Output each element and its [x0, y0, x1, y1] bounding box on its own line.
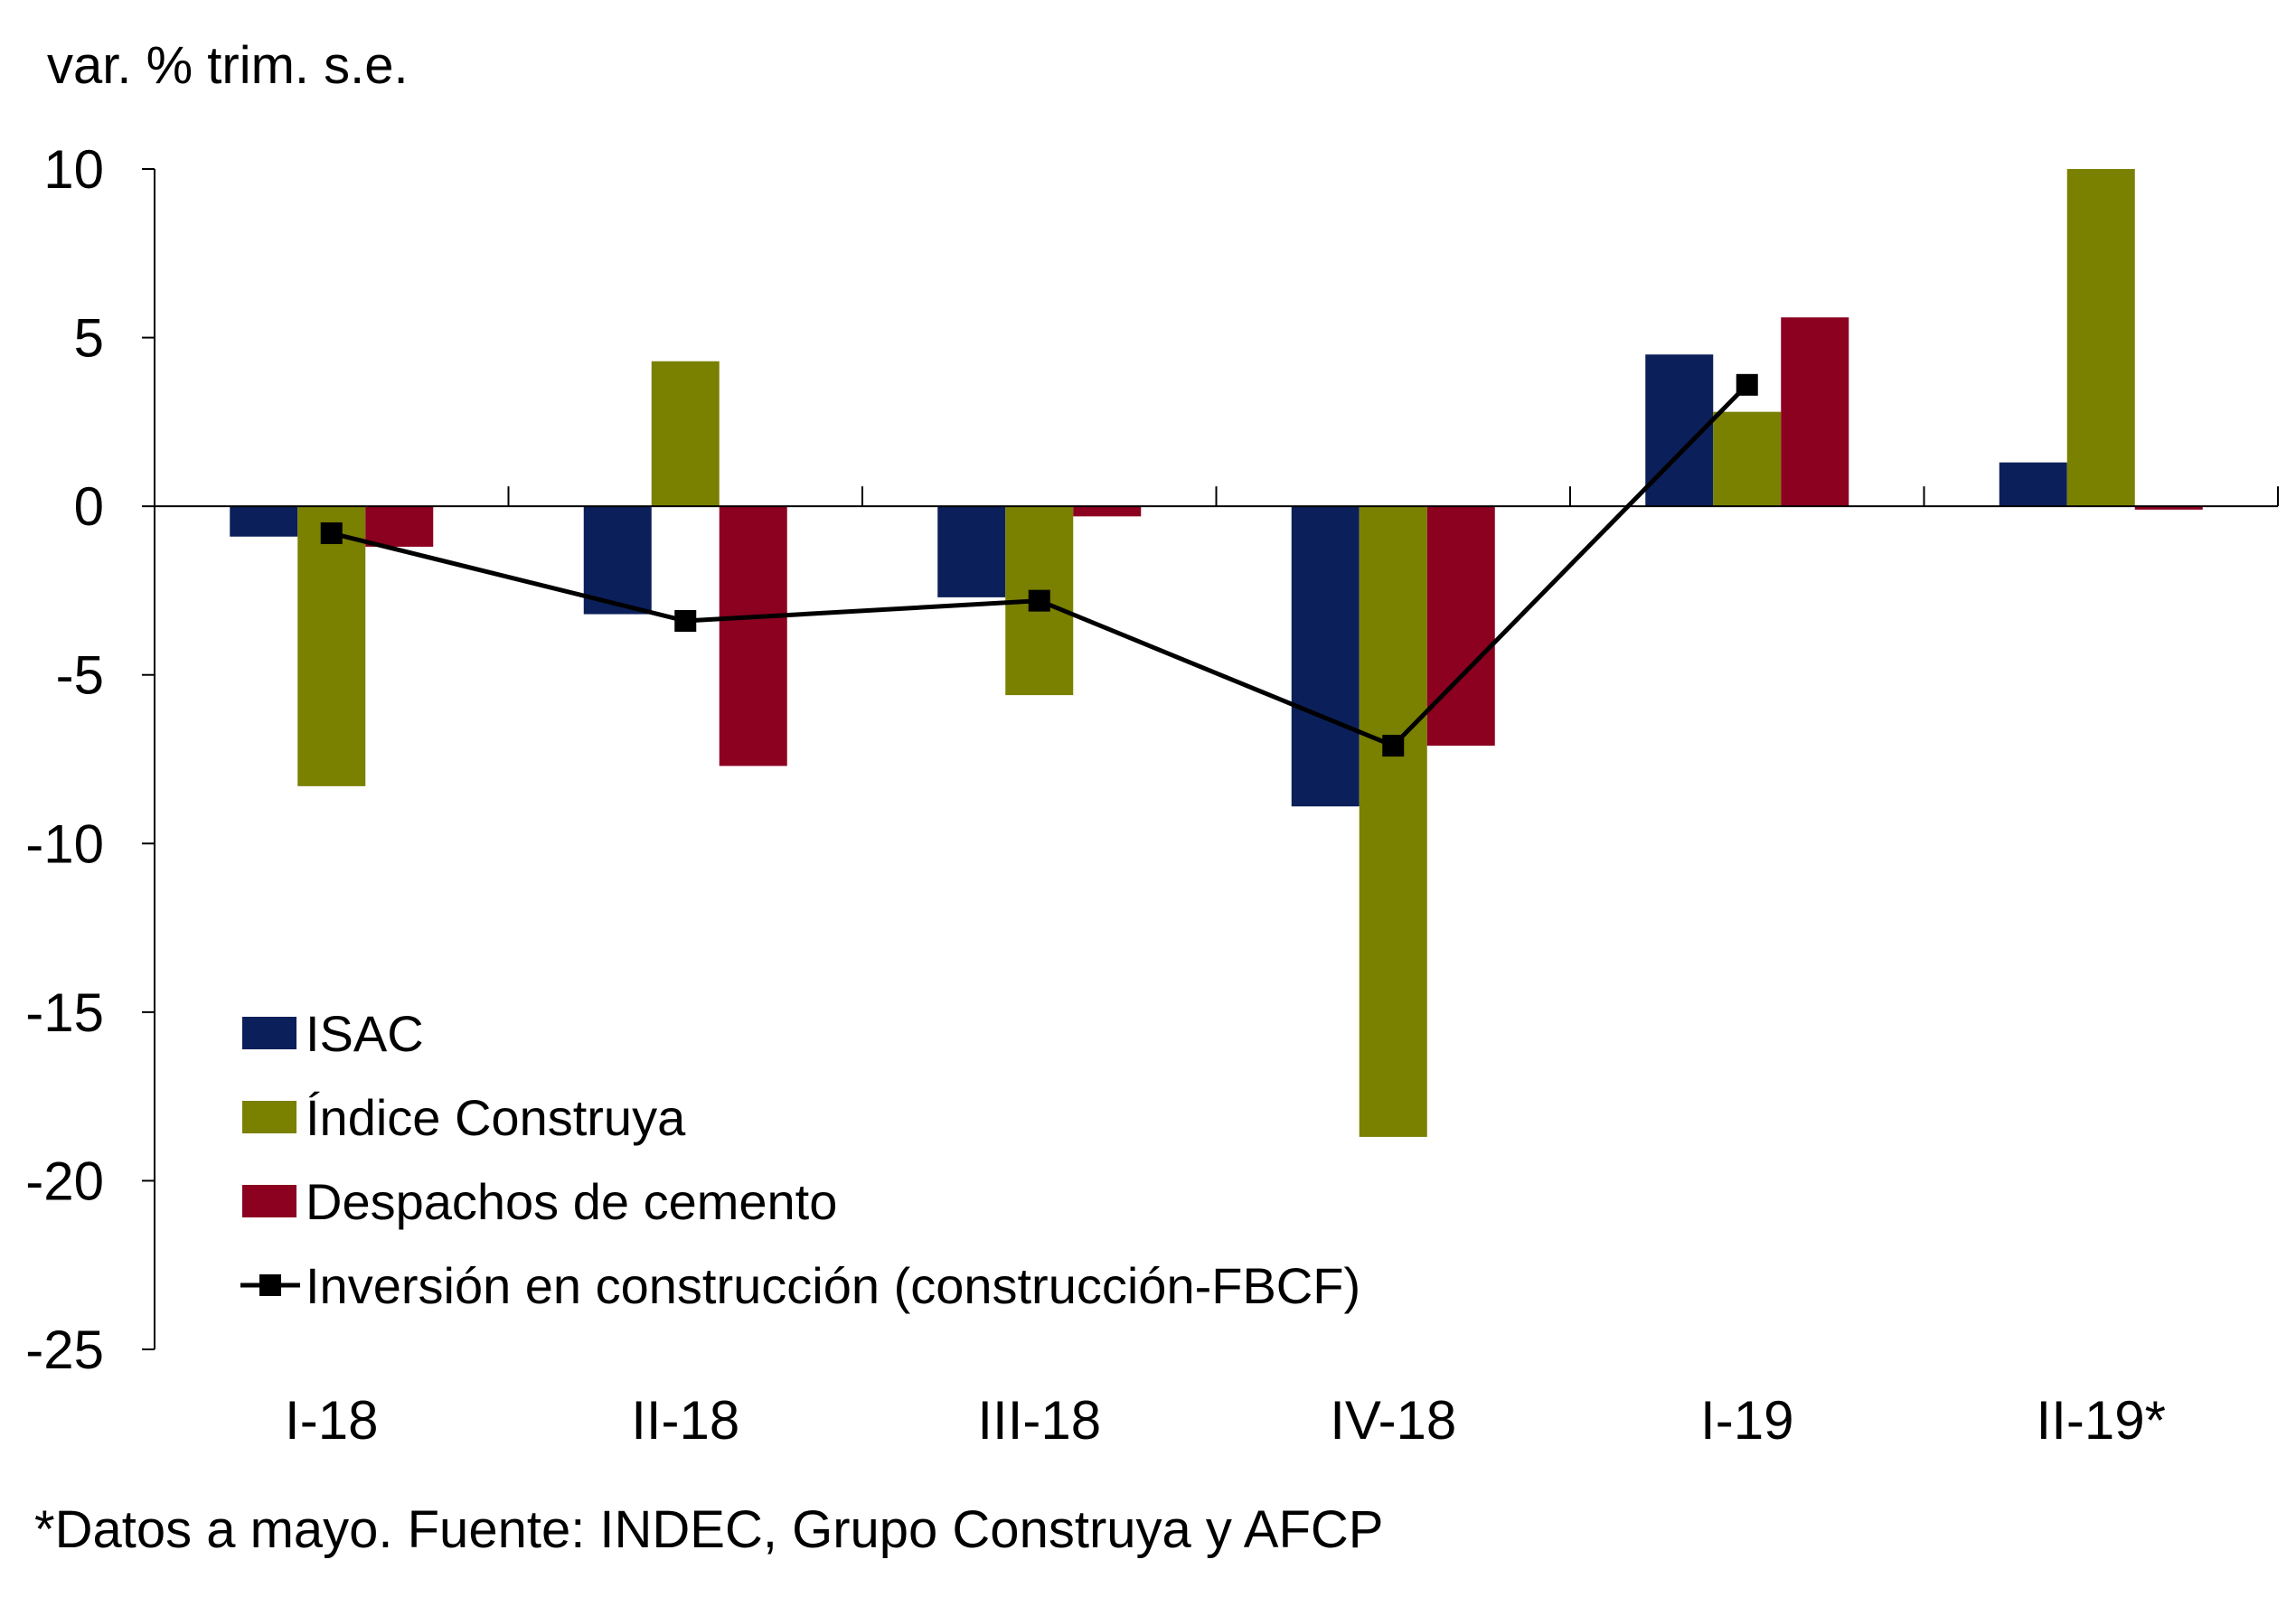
bar-despachos-de-cemento-1 [719, 506, 787, 766]
legend-marker [259, 1274, 281, 1296]
x-tick-label: I-19 [1700, 1390, 1793, 1451]
bar-despachos-de-cemento-3 [1426, 506, 1495, 747]
bar-isac-3 [1291, 506, 1360, 807]
bar-isac-0 [230, 506, 298, 537]
y-tick-label: -15 [25, 982, 104, 1043]
bars [230, 169, 2203, 1137]
line-marker [674, 610, 697, 633]
legend-label: Despachos de cemento [306, 1173, 837, 1230]
bar-despachos-de-cemento-5 [2134, 506, 2203, 510]
y-tick-label: 5 [74, 308, 104, 369]
y-tick-label: 0 [74, 476, 104, 537]
bar--ndice-construya-4 [1713, 411, 1782, 507]
bar--ndice-construya-3 [1359, 506, 1427, 1137]
line-marker [1736, 373, 1758, 396]
bar-despachos-de-cemento-2 [1073, 506, 1142, 517]
line-marker [1028, 589, 1050, 612]
y-tick-label: 10 [43, 139, 104, 200]
bar--ndice-construya-1 [651, 361, 720, 507]
legend-label: Inversión en construcción (construcción-… [306, 1257, 1360, 1314]
line-series [320, 373, 1758, 757]
legend-label: ISAC [306, 1005, 424, 1062]
legend-label: Índice Construya [306, 1089, 686, 1146]
y-tick-label: -20 [25, 1151, 104, 1211]
line-marker [1382, 735, 1405, 757]
bar--ndice-construya-0 [297, 506, 366, 786]
x-tick-label: II-19* [2037, 1390, 2166, 1451]
x-tick-label: III-18 [977, 1390, 1101, 1451]
legend-swatch [242, 1101, 296, 1133]
bar-isac-5 [1999, 462, 2067, 507]
y-tick-label: -10 [25, 813, 104, 874]
x-tick-label: I-18 [285, 1390, 378, 1451]
bar-despachos-de-cemento-4 [1781, 317, 1849, 507]
axes: 10 5 0 -5 -10 -15 -20 -25 I-18 II-18 III-18 IV-18 I-… [25, 139, 2279, 1451]
y-tick-label: -25 [25, 1320, 104, 1380]
y-axis-label: var. % trim. s.e. [47, 36, 409, 95]
bar-isac-2 [937, 506, 1006, 597]
x-tick-label: II-18 [631, 1390, 739, 1451]
x-tick-label: IV-18 [1330, 1390, 1456, 1451]
legend-swatch [242, 1017, 296, 1049]
footnote: *Datos a mayo. Fuente: INDEC, Grupo Cons… [34, 1500, 1383, 1559]
y-tick-label: -5 [56, 645, 104, 706]
legend: ISAC Índice Construya Despachos de cemento… [240, 1005, 1360, 1314]
bar--ndice-construya-5 [2066, 169, 2135, 507]
bar-isac-1 [583, 506, 652, 615]
line-marker [320, 521, 343, 544]
bar-despachos-de-cemento-0 [365, 506, 434, 547]
legend-swatch [242, 1185, 296, 1217]
